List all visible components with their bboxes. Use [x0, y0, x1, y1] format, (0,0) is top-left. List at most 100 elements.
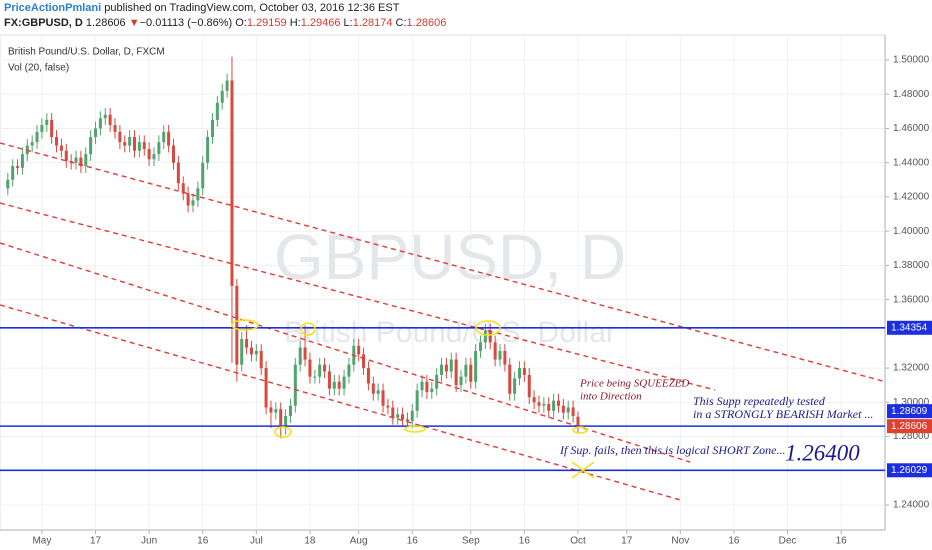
- candle-body: [293, 364, 297, 406]
- x-tick-label: Dec: [779, 536, 797, 547]
- candle-body: [191, 200, 195, 206]
- candle-body: [376, 390, 380, 394]
- candle-body: [362, 354, 366, 369]
- x-tick-label: Jul: [250, 536, 263, 547]
- candle-body: [64, 150, 68, 161]
- candle-body: [517, 368, 522, 379]
- trend-line: [0, 202, 716, 391]
- candle-body: [405, 419, 409, 422]
- axes: 1.50000 1.48000 1.46000 1.44000 1.42000 1.400…: [32, 55, 932, 547]
- candle-body: [113, 125, 117, 132]
- y-tick-label: 1.42000: [893, 192, 930, 203]
- annotation: 1.26400: [785, 440, 860, 465]
- candle-body: [401, 414, 405, 420]
- candle-body: [522, 368, 526, 375]
- candle-body: [566, 407, 570, 413]
- candle-body: [35, 131, 39, 143]
- y-tick-label: 1.24000: [893, 500, 930, 511]
- candle-body: [20, 154, 24, 168]
- candle-body: [327, 371, 331, 389]
- candle-body: [264, 368, 268, 408]
- x-tick-label: 16: [728, 536, 740, 547]
- candle-body: [542, 404, 546, 406]
- h-label: H:: [289, 17, 301, 29]
- price-tag-label: 1.26029: [891, 465, 928, 476]
- candle-body: [488, 330, 492, 343]
- last: 1.28606: [85, 17, 126, 29]
- candle-body: [552, 400, 556, 411]
- candle-body: [240, 338, 244, 365]
- candle-body: [366, 368, 370, 384]
- x-tick-label: May: [32, 536, 51, 547]
- candle-body: [513, 378, 517, 394]
- highlight: [572, 426, 588, 434]
- candle-body: [45, 119, 49, 126]
- candle-body: [40, 125, 44, 132]
- annotation: in a STRONGLY BEARISH Market ...: [693, 407, 873, 421]
- arrow: ▼: [128, 17, 140, 29]
- candle-body: [16, 166, 20, 168]
- candle-body: [108, 114, 112, 126]
- candle-body: [167, 131, 171, 146]
- x-tick-label: 17: [621, 536, 633, 547]
- candle-body: [303, 347, 307, 360]
- candle-body: [332, 381, 336, 389]
- candle-body: [274, 409, 278, 413]
- candle-body: [527, 374, 531, 398]
- candle-body: [371, 383, 375, 394]
- price-tag: [887, 404, 932, 419]
- l-label: L:: [343, 17, 353, 29]
- candle-body: [396, 414, 400, 418]
- y-tick-label: 1.32000: [893, 363, 930, 374]
- candle-body: [342, 376, 346, 389]
- x-tick-label: 16: [836, 536, 848, 547]
- candle-body: [279, 409, 283, 428]
- candle-body: [498, 350, 502, 360]
- published: published on TradingView.com, October 03…: [104, 2, 400, 14]
- candle-body: [186, 193, 190, 206]
- candle-body: [298, 347, 302, 365]
- last-price-tag: [887, 419, 932, 434]
- marks: [0, 56, 885, 501]
- chart-subtitle: Vol (20, false): [8, 63, 69, 74]
- candle-body: [147, 148, 151, 160]
- header-line: FX:GBPUSD, D 1.28606 ▼−0.01113 (−0.86%) …: [4, 16, 446, 31]
- candle-body: [571, 407, 575, 417]
- candle-body: [503, 350, 507, 365]
- price-tag: [887, 463, 932, 478]
- candle-body: [415, 390, 419, 411]
- candle-body: [449, 359, 453, 372]
- h-value: 1.29466: [300, 17, 341, 29]
- candle-body: [162, 131, 166, 143]
- candle-body: [123, 142, 127, 146]
- candle-body: [210, 119, 214, 138]
- candle-body: [196, 188, 200, 201]
- candle-body: [547, 404, 551, 411]
- candle-body: [288, 405, 292, 417]
- candle-body: [386, 405, 390, 408]
- candle-body: [469, 364, 473, 382]
- y-tick-label: 1.48000: [893, 89, 930, 100]
- candle-body: [561, 405, 565, 413]
- y-tick-label: 1.50000: [893, 55, 930, 66]
- annotation: This Supp repeatedly tested: [693, 394, 826, 408]
- candle-body: [6, 179, 10, 189]
- annotation: If Sup. fails, then this is logical SHOR…: [559, 443, 785, 457]
- candle-body: [171, 145, 176, 163]
- chart-title: British Pound/U.S. Dollar, D, FXCM: [8, 47, 165, 58]
- candle-body: [118, 131, 122, 143]
- candle-body: [308, 359, 312, 377]
- highlight: [231, 319, 259, 331]
- candle-body: [454, 359, 458, 386]
- candle-body: [59, 145, 63, 151]
- candle-body: [181, 183, 185, 194]
- candle-body: [318, 364, 322, 377]
- o-label: O:: [235, 17, 247, 29]
- cross-mark: [571, 461, 595, 479]
- candle-body: [103, 114, 107, 119]
- c-label: C:: [395, 17, 407, 29]
- x-tick-label: Nov: [671, 536, 689, 547]
- candle-body: [474, 350, 478, 382]
- candle-body: [483, 330, 487, 343]
